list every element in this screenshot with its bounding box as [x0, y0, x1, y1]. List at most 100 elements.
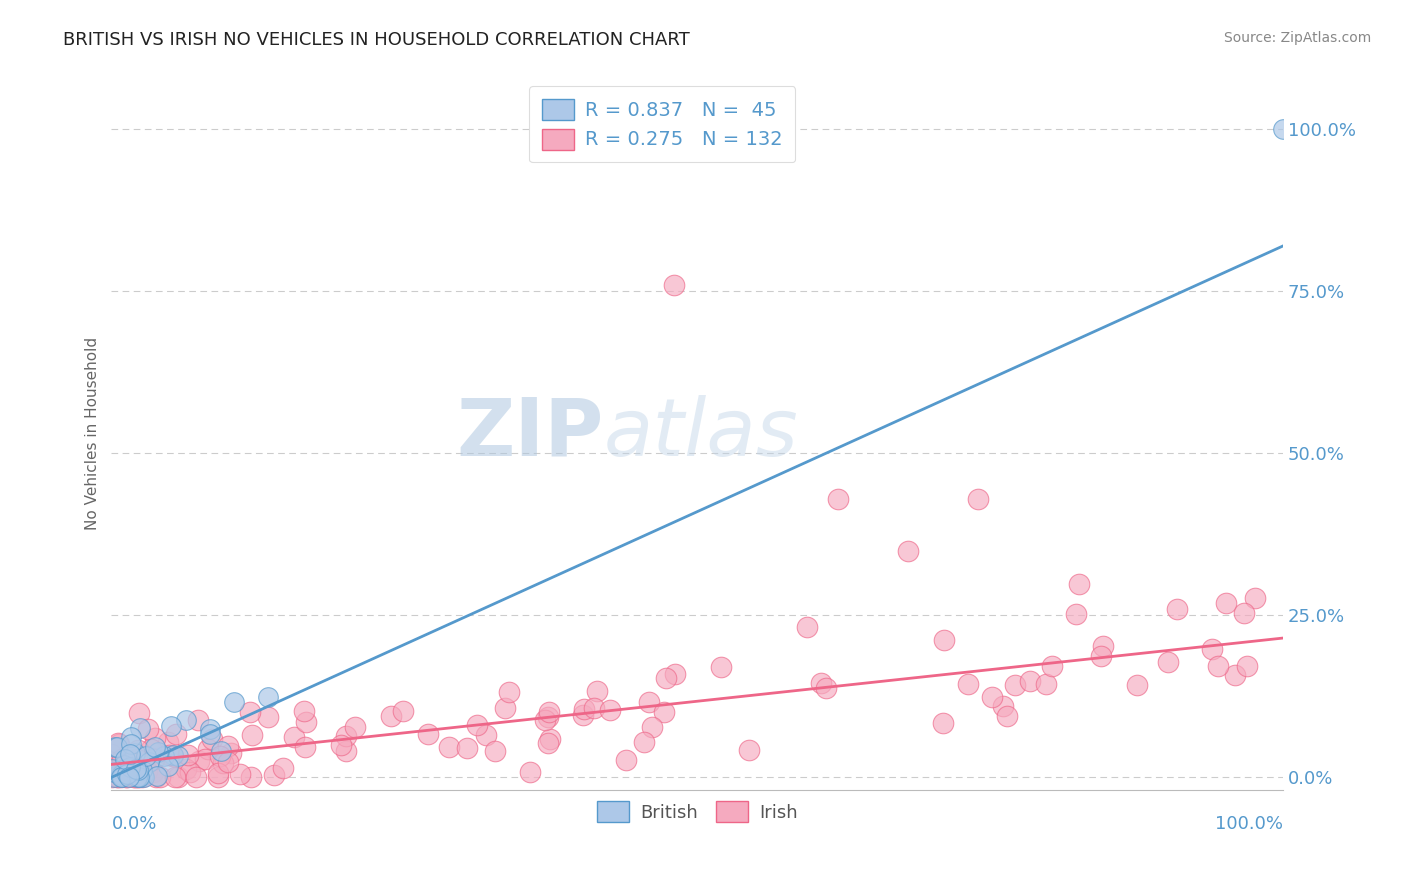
- Point: [239, 705, 262, 719]
- Point: [135, 749, 157, 764]
- Point: [956, 676, 979, 690]
- Point: [129, 771, 152, 785]
- Point: [652, 705, 675, 719]
- Point: [229, 767, 252, 781]
- Point: [128, 771, 150, 785]
- Point: [475, 728, 498, 742]
- Point: [1223, 668, 1246, 682]
- Point: [132, 768, 155, 782]
- Point: [120, 738, 142, 752]
- Point: [107, 737, 129, 751]
- Point: [200, 732, 222, 747]
- Point: [100, 747, 122, 761]
- Point: [149, 771, 172, 785]
- Point: [125, 762, 148, 776]
- Point: [263, 767, 285, 781]
- Point: [143, 752, 166, 766]
- Point: [162, 748, 184, 763]
- Point: [110, 771, 132, 785]
- Point: [103, 756, 125, 770]
- Point: [125, 753, 148, 767]
- Text: BRITISH VS IRISH NO VEHICLES IN HOUSEHOLD CORRELATION CHART: BRITISH VS IRISH NO VEHICLES IN HOUSEHOL…: [63, 31, 690, 49]
- Point: [1272, 122, 1295, 136]
- Point: [294, 740, 316, 755]
- Point: [827, 491, 849, 506]
- Point: [114, 769, 136, 783]
- Point: [537, 736, 560, 750]
- Point: [125, 752, 148, 766]
- Point: [484, 744, 506, 758]
- Point: [1040, 659, 1063, 673]
- Point: [538, 705, 561, 719]
- Point: [134, 757, 156, 772]
- Point: [654, 671, 676, 685]
- Text: 100.0%: 100.0%: [1215, 815, 1284, 833]
- Point: [519, 764, 541, 779]
- Point: [283, 730, 305, 744]
- Point: [815, 681, 838, 696]
- Point: [114, 764, 136, 778]
- Point: [110, 771, 132, 785]
- Point: [104, 754, 127, 768]
- Point: [167, 748, 190, 763]
- Point: [614, 753, 637, 767]
- Point: [1092, 639, 1115, 653]
- Point: [198, 727, 221, 741]
- Point: [157, 735, 180, 749]
- Point: [120, 760, 142, 774]
- Point: [1236, 659, 1258, 673]
- Point: [111, 752, 134, 766]
- Point: [145, 769, 167, 783]
- Point: [572, 701, 595, 715]
- Point: [1206, 659, 1229, 673]
- Point: [1035, 677, 1057, 691]
- Point: [738, 743, 761, 757]
- Point: [437, 739, 460, 754]
- Point: [142, 764, 165, 779]
- Point: [198, 722, 221, 736]
- Point: [187, 713, 209, 727]
- Point: [1064, 607, 1087, 621]
- Point: [188, 754, 211, 768]
- Point: [1215, 596, 1237, 610]
- Point: [217, 739, 239, 753]
- Point: [136, 723, 159, 737]
- Point: [107, 771, 129, 785]
- Point: [1233, 606, 1256, 620]
- Point: [114, 763, 136, 777]
- Point: [127, 771, 149, 785]
- Point: [115, 767, 138, 781]
- Point: [127, 771, 149, 785]
- Point: [1166, 602, 1188, 616]
- Point: [101, 762, 124, 776]
- Point: [967, 491, 990, 506]
- Point: [217, 755, 239, 769]
- Point: [179, 764, 201, 779]
- Point: [132, 771, 155, 785]
- Y-axis label: No Vehicles in Household: No Vehicles in Household: [86, 337, 100, 531]
- Point: [380, 708, 402, 723]
- Point: [810, 675, 832, 690]
- Point: [163, 771, 186, 785]
- Point: [585, 683, 607, 698]
- Point: [136, 764, 159, 778]
- Point: [143, 731, 166, 745]
- Point: [103, 765, 125, 780]
- Point: [114, 752, 136, 766]
- Point: [176, 748, 198, 763]
- Point: [110, 768, 132, 782]
- Point: [538, 732, 561, 747]
- Point: [240, 771, 263, 785]
- Point: [1201, 642, 1223, 657]
- Point: [392, 704, 415, 718]
- Point: [498, 685, 520, 699]
- Point: [165, 727, 187, 741]
- Point: [995, 708, 1018, 723]
- Point: [125, 764, 148, 779]
- Point: [1090, 648, 1112, 663]
- Point: [335, 729, 357, 743]
- Point: [209, 744, 232, 758]
- Point: [141, 741, 163, 756]
- Point: [932, 715, 955, 730]
- Point: [193, 752, 215, 766]
